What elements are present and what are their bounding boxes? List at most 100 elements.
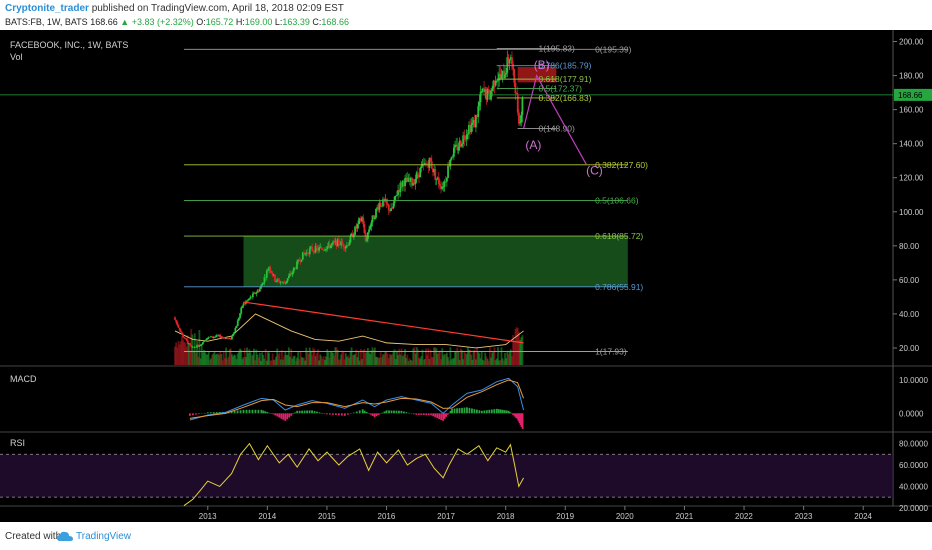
volume-bar: [514, 328, 517, 365]
macd-histogram-bar: [251, 409, 254, 414]
tradingview-brand-link[interactable]: TradingView: [76, 531, 132, 542]
candle-body: [512, 64, 515, 70]
candle-body: [191, 346, 194, 348]
macd-histogram-bar: [284, 413, 287, 421]
candle-body: [422, 163, 425, 165]
macd-histogram-bar: [449, 410, 452, 414]
volume-bar: [400, 348, 403, 365]
volume-bar: [246, 347, 248, 365]
chart-area[interactable]: 1(195.83) 0.786(185.79) 0.618(177.91) 0.5(1…: [0, 30, 932, 522]
close-label: C:: [312, 17, 322, 27]
volume-bar: [401, 356, 404, 365]
candle-body: [285, 280, 288, 283]
volume-bar: [293, 355, 296, 365]
volume-bar: [267, 352, 269, 365]
candle-body: [441, 186, 444, 189]
candle-body: [205, 338, 208, 341]
volume-bar: [475, 359, 477, 365]
volume-bar: [433, 347, 436, 365]
volume-bar: [292, 356, 295, 365]
macd-histogram-bar: [215, 412, 218, 414]
candle-body: [267, 270, 269, 272]
candle-body: [224, 337, 226, 339]
candle-body: [240, 307, 243, 314]
candle-body: [499, 73, 502, 79]
candle-body: [376, 207, 379, 209]
volume-bar: [329, 352, 332, 365]
volume-bar: [448, 360, 451, 365]
volume-bar: [426, 355, 429, 365]
candle-body: [358, 218, 361, 221]
volume-bar: [435, 348, 438, 365]
volume-bar: [244, 357, 247, 365]
author-link[interactable]: Cryptonite_trader: [5, 3, 89, 14]
volume-bar: [428, 358, 431, 365]
volume-bar: [215, 354, 218, 365]
volume-bar: [360, 348, 362, 365]
chart-svg[interactable]: 1(195.83)0.786(185.79)0.618(177.91)0.5(1…: [0, 30, 932, 522]
macd-histogram-bar: [311, 410, 313, 414]
volume-bar: [327, 352, 330, 365]
candle-body: [239, 313, 241, 318]
candle-body: [287, 275, 290, 279]
volume-bar: [262, 354, 265, 365]
candle-body: [370, 222, 373, 227]
volume-bar: [408, 358, 411, 365]
volume-bar: [483, 360, 485, 365]
candle-body: [354, 226, 356, 235]
macd-histogram-bar: [488, 409, 491, 414]
macd-histogram-bar: [412, 413, 415, 415]
volume-bar: [470, 354, 473, 365]
macd-histogram-bar: [422, 413, 425, 416]
macd-histogram-bar: [236, 410, 239, 414]
volume-bar: [454, 351, 456, 365]
volume-bar: [326, 349, 329, 365]
zone-demand: [243, 236, 628, 287]
macd-histogram-bar: [294, 412, 297, 414]
volume-bar: [480, 351, 483, 365]
volume-bar: [263, 358, 266, 365]
volume-bar: [508, 351, 511, 365]
volume-bar: [234, 355, 237, 365]
fib-level-label: 0(195.39): [595, 44, 632, 54]
volume-bar: [307, 353, 310, 365]
volume-bar: [378, 357, 381, 365]
macd-histogram-bar: [471, 408, 473, 414]
volume-bar: [317, 349, 319, 365]
candle-body: [233, 331, 236, 335]
volume-bar: [315, 353, 318, 365]
volume-bar: [250, 355, 253, 365]
candle-body: [269, 267, 272, 271]
fib-level-label: 0.382(127.60): [595, 160, 648, 170]
wave-label: (A): [525, 138, 541, 152]
candle-body: [199, 345, 202, 346]
volume-bar: [269, 360, 272, 365]
volume-bar: [196, 341, 198, 365]
candle-body: [492, 80, 495, 89]
volume-bar: [425, 348, 427, 365]
candle-body: [251, 293, 254, 298]
candle-body: [275, 281, 277, 282]
macd-histogram-bar: [466, 407, 468, 414]
candle-body: [284, 282, 287, 284]
macd-histogram-bar: [280, 413, 283, 419]
candles: [174, 50, 524, 349]
candle-body: [307, 253, 310, 255]
candle-body: [296, 261, 298, 269]
macd-histogram-bar: [381, 412, 384, 414]
macd-histogram-bar: [308, 410, 311, 414]
candle-body: [206, 337, 209, 339]
candle-body: [234, 327, 237, 332]
macd-histogram-bar: [371, 413, 374, 416]
volume-bar: [282, 359, 284, 365]
volume-bar: [318, 360, 320, 365]
candle-body: [449, 159, 452, 167]
candle-body: [314, 246, 317, 253]
volume-bar: [277, 354, 280, 365]
candle-body: [217, 335, 219, 337]
candle-body: [508, 59, 511, 64]
rsi-band: [0, 454, 893, 498]
candle-body: [270, 270, 273, 273]
candle-body: [409, 177, 412, 182]
tradingview-cloud-icon: [57, 530, 73, 548]
